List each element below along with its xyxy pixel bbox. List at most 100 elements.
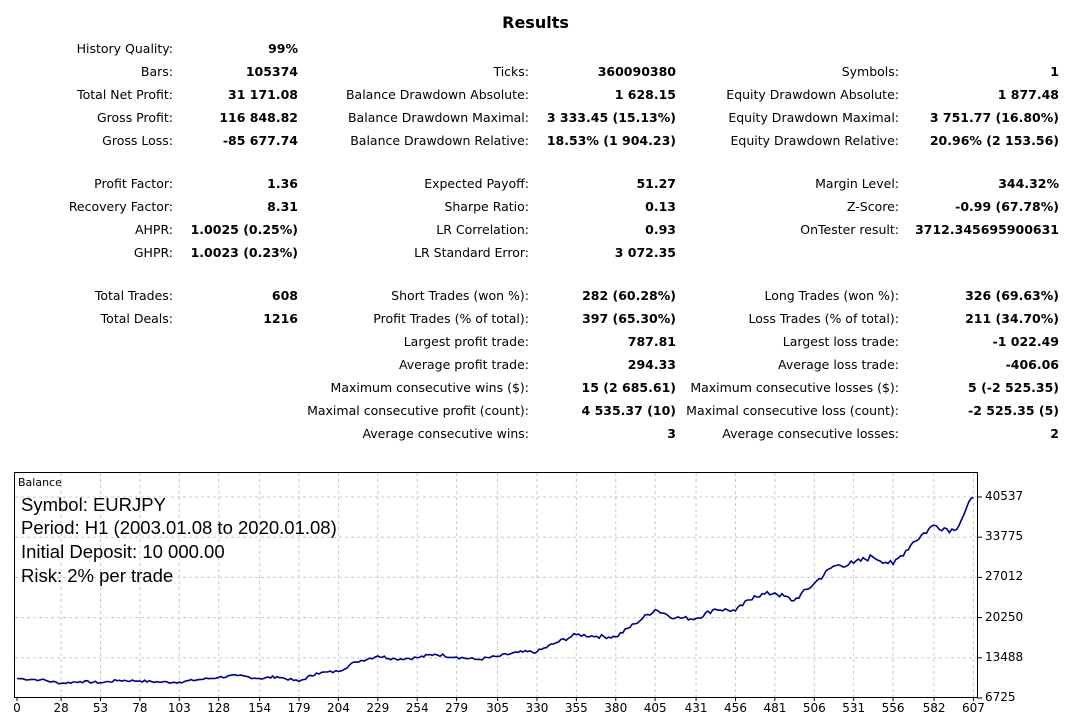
stat-label: Expected Payoff: bbox=[424, 176, 529, 191]
stat-label: Total Net Profit: bbox=[77, 87, 173, 102]
stat-value: 105374 bbox=[245, 64, 298, 79]
stat-label: Balance Drawdown Relative: bbox=[350, 133, 529, 148]
balance-series-line bbox=[16, 496, 974, 685]
stat-value: 344.32% bbox=[998, 176, 1059, 191]
x-tick-label: 405 bbox=[643, 701, 667, 715]
x-tick-label: 204 bbox=[326, 701, 350, 715]
y-tick-label: 33775 bbox=[985, 529, 1024, 544]
x-tick-label: 582 bbox=[922, 701, 946, 715]
y-tick-label: 13488 bbox=[985, 649, 1024, 664]
stat-label: Loss Trades (% of total): bbox=[748, 311, 899, 326]
x-tick-label: 128 bbox=[207, 701, 231, 715]
stat-value: 360090380 bbox=[597, 64, 676, 79]
stat-label: Gross Loss: bbox=[102, 133, 173, 148]
stat-label: Bars: bbox=[140, 64, 173, 79]
x-tick-label: 380 bbox=[604, 701, 628, 715]
y-tick-label: 20250 bbox=[985, 609, 1024, 624]
stat-value: 31 171.08 bbox=[228, 87, 298, 102]
stat-label: Maximum consecutive wins ($): bbox=[330, 380, 529, 395]
stat-value: 608 bbox=[271, 288, 298, 303]
stat-label: Balance Drawdown Absolute: bbox=[345, 87, 529, 102]
x-tick-label: 456 bbox=[724, 701, 747, 715]
stat-label: Long Trades (won %): bbox=[764, 288, 899, 303]
x-tick-label: 103 bbox=[167, 701, 191, 715]
stat-label: LR Correlation: bbox=[436, 222, 529, 237]
stat-value: 8.31 bbox=[267, 199, 298, 214]
x-tick-label: 179 bbox=[287, 701, 311, 715]
stat-label: Average profit trade: bbox=[398, 357, 529, 372]
stat-value: 294.33 bbox=[627, 357, 676, 372]
stat-label: GHPR: bbox=[133, 245, 173, 260]
stat-label: OnTester result: bbox=[800, 222, 899, 237]
x-tick-label: 28 bbox=[53, 701, 69, 715]
stat-label: Equity Drawdown Absolute: bbox=[726, 87, 899, 102]
stat-label: Equity Drawdown Relative: bbox=[730, 133, 899, 148]
stat-value: 18.53% (1 904.23) bbox=[546, 133, 676, 148]
stat-value: 211 (34.70%) bbox=[965, 311, 1059, 326]
chart-title: Balance bbox=[18, 476, 62, 489]
stat-value: 1.0023 (0.23%) bbox=[190, 245, 298, 260]
stat-value: 787.81 bbox=[627, 334, 676, 349]
stat-value: 1216 bbox=[263, 311, 298, 326]
x-tick-label: 556 bbox=[881, 701, 905, 715]
stat-label: Maximal consecutive loss (count): bbox=[686, 403, 899, 418]
stat-value: 99% bbox=[268, 41, 298, 56]
stat-label: Average consecutive losses: bbox=[722, 426, 899, 441]
stat-value: -1 022.49 bbox=[992, 334, 1059, 349]
stat-label: Ticks: bbox=[493, 64, 529, 79]
stat-label: History Quality: bbox=[76, 41, 173, 56]
chart-annotation-risk: Risk: 2% per trade bbox=[21, 565, 174, 586]
stat-label: Average consecutive wins: bbox=[362, 426, 529, 441]
x-tick-label: 607 bbox=[961, 701, 985, 715]
stat-value: 3712.345695900631 bbox=[915, 222, 1059, 237]
x-tick-label: 305 bbox=[486, 701, 510, 715]
stat-label: Recovery Factor: bbox=[68, 199, 173, 214]
x-tick-label: 431 bbox=[684, 701, 708, 715]
stat-value: 0.13 bbox=[645, 199, 676, 214]
stat-value: 5 (-2 525.35) bbox=[968, 380, 1059, 395]
chart-annotation-symbol: Symbol: EURJPY bbox=[21, 494, 166, 515]
stat-label: Z-Score: bbox=[846, 199, 899, 214]
stat-value: 1.36 bbox=[267, 176, 298, 191]
stat-label: Largest loss trade: bbox=[782, 334, 899, 349]
stat-value: -2 525.35 (5) bbox=[968, 403, 1059, 418]
stat-value: 2 bbox=[1050, 426, 1059, 441]
stat-label: Maximal consecutive profit (count): bbox=[307, 403, 529, 418]
stat-value: 1 628.15 bbox=[614, 87, 676, 102]
x-tick-label: 279 bbox=[445, 701, 469, 715]
x-tick-label: 229 bbox=[366, 701, 390, 715]
stat-value: 1.0025 (0.25%) bbox=[190, 222, 298, 237]
stat-value: 15 (2 685.61) bbox=[581, 380, 676, 395]
stat-label: Balance Drawdown Maximal: bbox=[347, 110, 529, 125]
chart-annotation-period: Period: H1 (2003.01.08 to 2020.01.08) bbox=[21, 517, 337, 538]
x-tick-label: 481 bbox=[763, 701, 787, 715]
y-tick-label: 40537 bbox=[985, 489, 1024, 503]
stat-label: Profit Trades (% of total): bbox=[373, 311, 529, 326]
x-tick-label: 254 bbox=[405, 701, 429, 715]
report-title: Results bbox=[502, 13, 569, 32]
x-tick-label: 531 bbox=[842, 701, 866, 715]
stat-label: AHPR: bbox=[134, 222, 173, 237]
stat-label: Total Deals: bbox=[100, 311, 173, 326]
stat-label: Symbols: bbox=[841, 64, 899, 79]
stat-value: 20.96% (2 153.56) bbox=[929, 133, 1059, 148]
y-tick-label: 6725 bbox=[985, 690, 1016, 704]
x-tick-label: 355 bbox=[564, 701, 588, 715]
stat-value: 3 333.45 (15.13%) bbox=[546, 110, 676, 125]
y-tick-label: 27012 bbox=[985, 569, 1024, 584]
stat-value: 51.27 bbox=[636, 176, 676, 191]
x-tick-label: 154 bbox=[248, 701, 272, 715]
stat-value: 3 072.35 bbox=[614, 245, 676, 260]
chart-annotation-deposit: Initial Deposit: 10 000.00 bbox=[21, 541, 225, 562]
stat-value: 0.93 bbox=[645, 222, 676, 237]
x-tick-label: 330 bbox=[525, 701, 549, 715]
stat-label: Maximum consecutive losses ($): bbox=[690, 380, 899, 395]
stat-label: Total Trades: bbox=[94, 288, 173, 303]
stat-label: Profit Factor: bbox=[94, 176, 173, 191]
balance-chart bbox=[14, 472, 978, 698]
stat-label: Equity Drawdown Maximal: bbox=[728, 110, 899, 125]
stat-value: 4 535.37 (10) bbox=[581, 403, 676, 418]
stat-label: Margin Level: bbox=[815, 176, 899, 191]
stat-label: LR Standard Error: bbox=[414, 245, 529, 260]
stat-value: 116 848.82 bbox=[219, 110, 298, 125]
